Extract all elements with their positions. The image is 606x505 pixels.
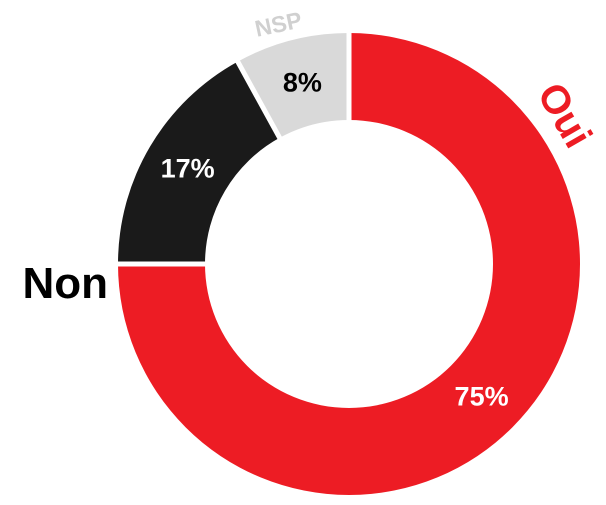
- donut-slices: [116, 31, 580, 495]
- slice-value-label-oui: 75%: [455, 382, 509, 412]
- slice-value-label-non: 17%: [161, 154, 215, 184]
- donut-slice-oui: [118, 33, 580, 495]
- donut-value-labels: 75% 17% 8%: [161, 67, 509, 411]
- slice-category-label-non: Non: [22, 259, 108, 308]
- slice-value-label-nsp: 8%: [283, 67, 322, 97]
- slice-category-label-nsp: NSP: [253, 7, 305, 42]
- donut-slice-non: [118, 61, 280, 265]
- slice-separator: [234, 58, 283, 141]
